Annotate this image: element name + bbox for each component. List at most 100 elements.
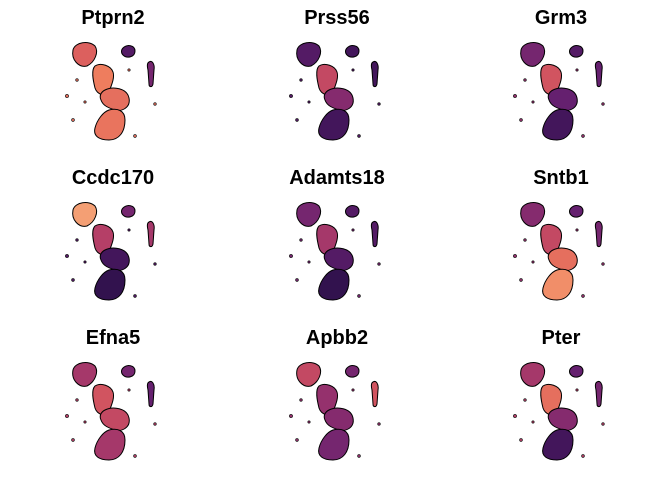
data-point: [127, 388, 131, 392]
data-point: [71, 118, 75, 122]
cluster-lower-body: [94, 268, 126, 301]
embedding-scatter: [65, 362, 157, 461]
data-point: [523, 238, 527, 242]
data-point: [601, 262, 605, 266]
embedding-scatter: [513, 42, 605, 141]
cluster-far-right-strip: [146, 221, 155, 248]
data-point: [601, 102, 605, 106]
data-point: [133, 294, 137, 298]
data-point: [153, 422, 157, 426]
cluster-small-right-blob: [121, 205, 136, 218]
panel-6: Sntb1: [513, 167, 605, 301]
cluster-middle-body: [323, 407, 354, 431]
embedding-scatter: [513, 362, 605, 461]
data-point: [513, 254, 517, 258]
data-point: [289, 414, 293, 418]
cluster-small-right-blob: [121, 365, 136, 378]
data-point: [75, 78, 79, 82]
data-point: [531, 100, 535, 104]
cluster-small-right-blob: [345, 45, 360, 58]
cluster-middle-body: [547, 247, 578, 271]
panel-title: Pter: [542, 327, 581, 349]
data-point: [601, 422, 605, 426]
data-point: [289, 254, 293, 258]
cluster-lower-body: [318, 428, 350, 461]
data-point: [295, 278, 299, 282]
cluster-top-left-blob: [296, 42, 322, 67]
data-point: [377, 102, 381, 106]
data-point: [307, 260, 311, 264]
data-point: [377, 262, 381, 266]
data-point: [523, 78, 527, 82]
cluster-small-right-blob: [569, 365, 584, 378]
embedding-scatter: [289, 362, 381, 461]
data-point: [307, 420, 311, 424]
cluster-top-left-blob: [520, 42, 546, 67]
data-point: [357, 454, 361, 458]
panel-title: Adamts18: [289, 167, 385, 189]
cluster-middle-body: [547, 87, 578, 111]
data-point: [377, 422, 381, 426]
data-point: [65, 414, 69, 418]
panel-title: Prss56: [304, 7, 370, 29]
cluster-far-right-strip: [370, 221, 379, 248]
cluster-small-right-blob: [121, 45, 136, 58]
data-point: [153, 262, 157, 266]
panel-3: Grm3: [513, 7, 605, 141]
data-point: [133, 134, 137, 138]
data-point: [299, 398, 303, 402]
cluster-lower-body: [94, 108, 126, 141]
data-point: [351, 388, 355, 392]
data-point: [295, 438, 299, 442]
data-point: [519, 438, 523, 442]
cluster-top-left-blob: [520, 202, 546, 227]
panel-title: Ptprn2: [81, 7, 144, 29]
panel-4: Ccdc170: [65, 167, 157, 301]
data-point: [575, 388, 579, 392]
cluster-top-left-blob: [72, 202, 98, 227]
embedding-scatter: [289, 202, 381, 301]
panel-2: Prss56: [289, 7, 381, 141]
cluster-lower-body: [542, 108, 574, 141]
data-point: [71, 438, 75, 442]
data-point: [531, 420, 535, 424]
data-point: [523, 398, 527, 402]
cluster-far-right-strip: [594, 61, 603, 88]
embedding-scatter: [65, 42, 157, 141]
data-point: [71, 278, 75, 282]
cluster-small-right-blob: [345, 365, 360, 378]
cluster-lower-body: [542, 268, 574, 301]
cluster-middle-body: [99, 87, 130, 111]
data-point: [133, 454, 137, 458]
cluster-far-right-strip: [594, 221, 603, 248]
cluster-small-right-blob: [569, 45, 584, 58]
data-point: [83, 420, 87, 424]
cluster-middle-body: [99, 247, 130, 271]
panel-title: Grm3: [535, 7, 587, 29]
data-point: [299, 78, 303, 82]
embedding-scatter: [65, 202, 157, 301]
data-point: [519, 278, 523, 282]
data-point: [65, 94, 69, 98]
cluster-small-right-blob: [345, 205, 360, 218]
cluster-top-left-blob: [520, 362, 546, 387]
data-point: [351, 68, 355, 72]
cluster-far-right-strip: [370, 61, 379, 88]
cluster-far-right-strip: [146, 61, 155, 88]
cluster-top-left-blob: [72, 362, 98, 387]
data-point: [295, 118, 299, 122]
cluster-far-right-strip: [370, 381, 379, 408]
data-point: [299, 238, 303, 242]
data-point: [127, 228, 131, 232]
data-point: [75, 398, 79, 402]
panel-9: Pter: [513, 327, 605, 461]
cluster-lower-body: [94, 428, 126, 461]
data-point: [65, 254, 69, 258]
cluster-far-right-strip: [594, 381, 603, 408]
embedding-scatter: [289, 42, 381, 141]
cluster-middle-body: [99, 407, 130, 431]
data-point: [513, 94, 517, 98]
cluster-top-left-blob: [296, 362, 322, 387]
data-point: [581, 454, 585, 458]
